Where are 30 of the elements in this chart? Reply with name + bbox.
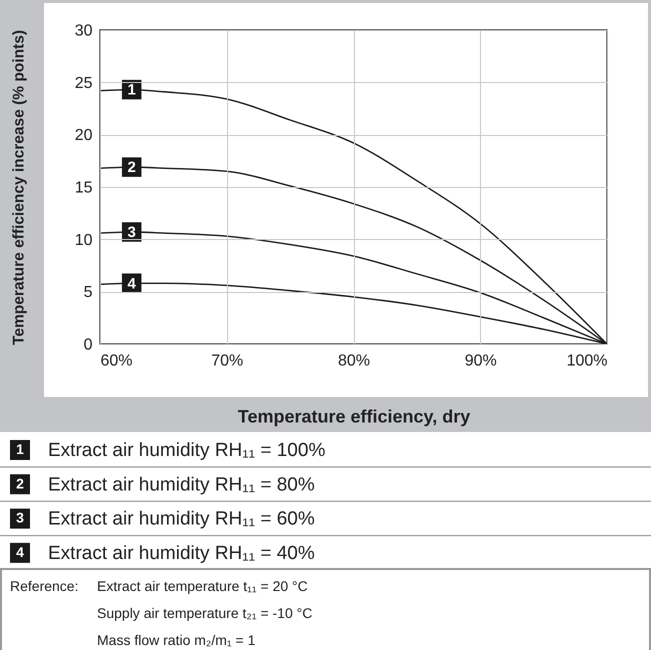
legend-label: 2 xyxy=(16,475,24,492)
text: Reference: xyxy=(10,578,78,594)
text: Extract air humidity RH₁₁ = 40% xyxy=(48,542,315,564)
y-tick-label: 0 xyxy=(84,336,93,354)
x-tick-label: 70% xyxy=(211,352,244,370)
y-axis-title: Temperature efficiency increase (% points) xyxy=(10,30,28,345)
y-tick-label: 30 xyxy=(74,22,93,40)
y-tick-label: 10 xyxy=(74,232,93,249)
x-tick-label: 60% xyxy=(100,352,133,370)
x-axis-title: Temperature efficiency, dry xyxy=(238,406,470,426)
text: 1 xyxy=(16,441,24,457)
text: 3 xyxy=(128,224,136,242)
y-tick-label: 15 xyxy=(74,180,93,196)
text: Extract air humidity RH₁₁ = 100% xyxy=(48,440,326,461)
y-tick-label: 25 xyxy=(74,74,93,92)
y-tick-label: 5 xyxy=(84,284,93,302)
legend-label: 3 xyxy=(16,510,24,526)
x-tick-label: 80% xyxy=(338,352,370,370)
text: Extract air humidity RH₁₁ = 80% xyxy=(48,474,315,496)
series-label: 1 xyxy=(128,82,136,99)
text: 4 xyxy=(128,275,136,292)
text: Extract air temperature t₁₁ = 20 °C xyxy=(97,578,308,594)
y-tick-label: 20 xyxy=(74,127,93,144)
text: Supply air temperature t₂₁ = -10 °C xyxy=(97,605,312,621)
text: Extract air humidity RH₁₁ = 60% xyxy=(48,508,315,530)
text: Mass flow ratio m₂/m₁ = 1 xyxy=(97,632,256,648)
legend-label: 4 xyxy=(16,544,24,560)
text: 2 xyxy=(128,159,136,176)
x-tick-label: 100% xyxy=(566,352,608,370)
x-tick-label: 90% xyxy=(464,352,497,370)
